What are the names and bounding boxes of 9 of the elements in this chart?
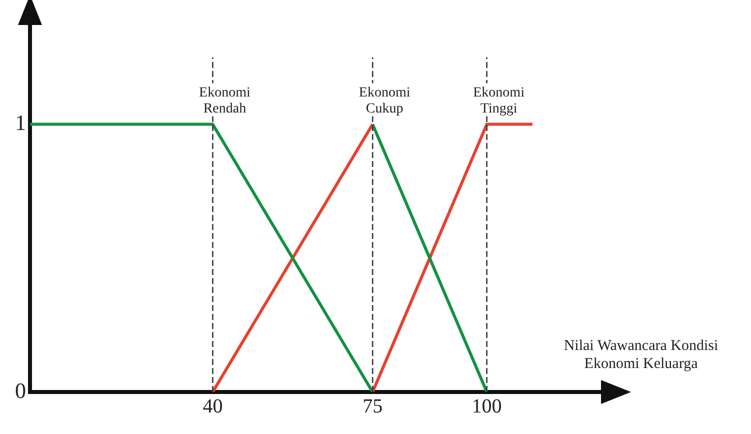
annotation: Ekonomi Cukup xyxy=(358,85,410,116)
annotation: Ekonomi Tinggi xyxy=(473,85,525,116)
x-tick-label: 75 xyxy=(362,395,383,418)
y-tick-label: 0 xyxy=(15,378,26,403)
annotation: Ekonomi Rendah xyxy=(199,85,250,116)
x-tick-label: 100 xyxy=(472,395,502,418)
x-tick-label: 40 xyxy=(202,395,223,418)
x-axis-title: Nilai Wawancara Kondisi Ekonomi Keluarga xyxy=(564,338,718,372)
y-tick-label: 1 xyxy=(15,110,26,136)
